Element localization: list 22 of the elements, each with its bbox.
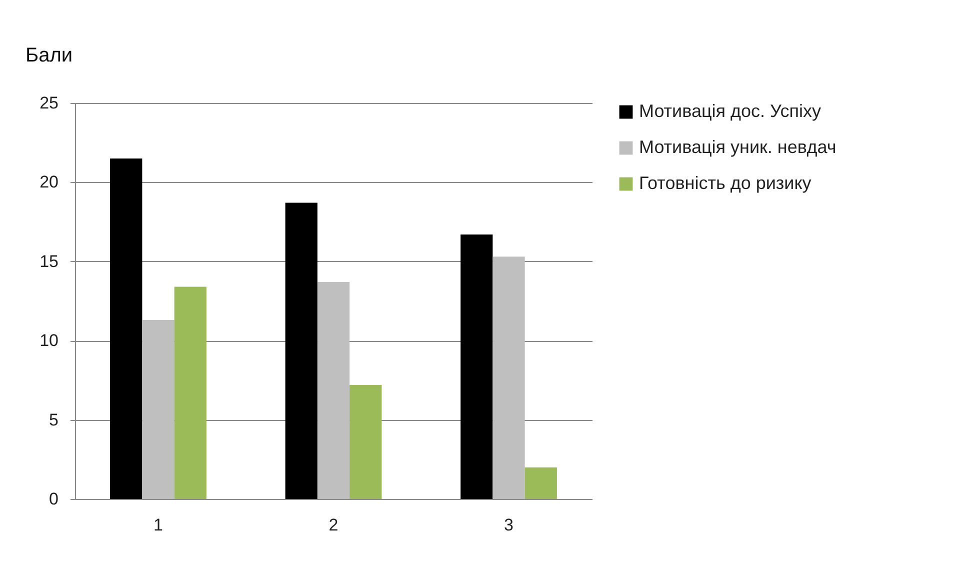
bar — [174, 286, 206, 499]
bar — [460, 234, 493, 499]
y-tick-label: 15 — [40, 252, 58, 271]
bar — [350, 384, 382, 499]
x-tick-label: 2 — [328, 516, 338, 534]
x-tick-label: 3 — [504, 516, 514, 534]
legend-label: Мотивація уник. невдач — [639, 137, 836, 157]
bar — [317, 282, 350, 499]
bar — [285, 202, 318, 499]
y-tick-label: 25 — [40, 94, 58, 112]
bar — [142, 320, 174, 499]
y-axis-title: Бали — [26, 44, 73, 66]
legend-label: Готовність до ризику — [639, 173, 812, 193]
bar — [110, 158, 142, 499]
x-tick-label: 1 — [154, 516, 163, 534]
y-tick-label: 20 — [40, 172, 58, 192]
y-tick-label: 10 — [40, 331, 58, 350]
y-tick-label: 5 — [49, 410, 58, 430]
bar — [524, 467, 557, 499]
bar — [492, 256, 525, 499]
y-tick-label: 0 — [49, 490, 58, 508]
legend-label: Мотивація дос. Успіху — [639, 101, 822, 121]
